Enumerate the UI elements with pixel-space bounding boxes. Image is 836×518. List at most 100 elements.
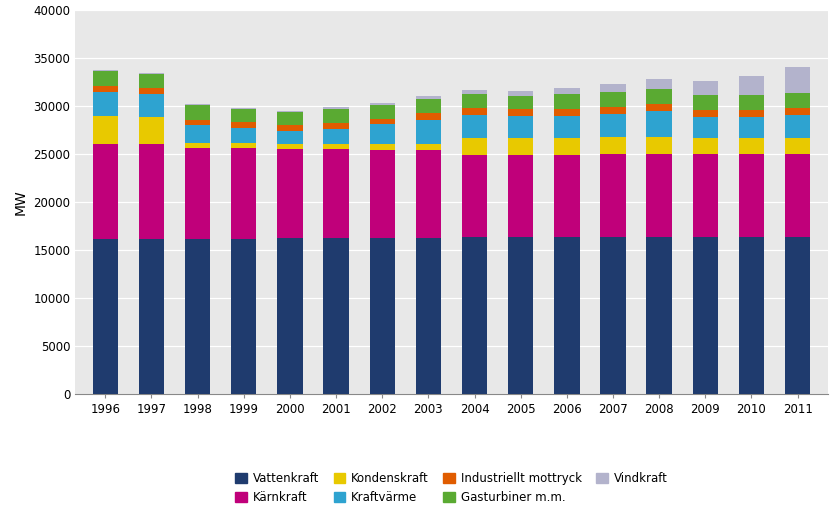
Bar [185,120,211,125]
Bar [231,108,257,109]
Bar [508,91,533,96]
Bar [278,238,303,394]
Bar [554,155,579,237]
Bar [370,105,395,119]
Bar [692,81,718,95]
Bar [139,73,164,74]
Bar [231,109,257,122]
Bar [231,148,257,239]
Bar [231,239,257,394]
Bar [461,90,487,94]
Bar [93,92,118,116]
Bar [324,238,349,394]
Bar [554,94,579,109]
Bar [554,138,579,155]
Bar [461,138,487,155]
Bar [278,149,303,238]
Bar [370,103,395,105]
Bar [508,155,533,237]
Bar [785,115,810,138]
Bar [461,237,487,394]
Bar [415,238,441,394]
Bar [461,108,487,115]
Bar [646,111,672,137]
Bar [324,123,349,129]
Bar [231,142,257,148]
Bar [600,237,625,394]
Bar [93,71,118,86]
Bar [646,89,672,104]
Bar [554,116,579,138]
Bar [646,154,672,237]
Bar [600,154,625,237]
Bar [139,74,164,88]
Bar [508,237,533,394]
Bar [324,143,349,149]
Bar [185,142,211,148]
Bar [692,117,718,138]
Bar [278,143,303,149]
Bar [370,238,395,394]
Bar [692,110,718,117]
Bar [93,86,118,92]
Bar [324,109,349,123]
Bar [646,104,672,111]
Bar [93,116,118,143]
Bar [324,149,349,238]
Bar [739,76,764,95]
Bar [370,143,395,150]
Bar [508,138,533,155]
Bar [278,112,303,125]
Bar [692,154,718,237]
Bar [692,237,718,394]
Bar [231,122,257,128]
Bar [600,114,625,137]
Bar [785,108,810,115]
Bar [139,239,164,394]
Bar [185,104,211,105]
Bar [231,128,257,142]
Bar [508,109,533,116]
Bar [508,96,533,109]
Bar [185,239,211,394]
Bar [692,138,718,154]
Bar [785,67,810,93]
Bar [278,110,303,112]
Bar [739,117,764,138]
Bar [739,110,764,117]
Bar [461,94,487,108]
Bar [508,116,533,138]
Bar [185,105,211,120]
Bar [278,125,303,131]
Bar [692,95,718,110]
Bar [739,154,764,237]
Bar [415,113,441,120]
Bar [324,107,349,109]
Bar [324,129,349,143]
Bar [461,155,487,237]
Bar [554,237,579,394]
Bar [785,154,810,237]
Bar [415,120,441,143]
Bar [600,84,625,92]
Bar [785,93,810,108]
Bar [646,79,672,89]
Bar [600,107,625,114]
Bar [646,237,672,394]
Bar [139,117,164,143]
Bar [278,131,303,143]
Bar [370,150,395,238]
Bar [415,98,441,113]
Bar [739,138,764,154]
Bar [139,88,164,94]
Bar [93,143,118,239]
Bar [415,143,441,150]
Bar [554,109,579,116]
Bar [785,138,810,154]
Bar [785,237,810,394]
Bar [93,239,118,394]
Bar [646,137,672,154]
Legend: Vattenkraft, Kärnkraft, Kondenskraft, Kraftvärme, Industriellt mottryck, Gasturb: Vattenkraft, Kärnkraft, Kondenskraft, Kr… [232,469,671,508]
Bar [185,125,211,142]
Bar [554,88,579,94]
